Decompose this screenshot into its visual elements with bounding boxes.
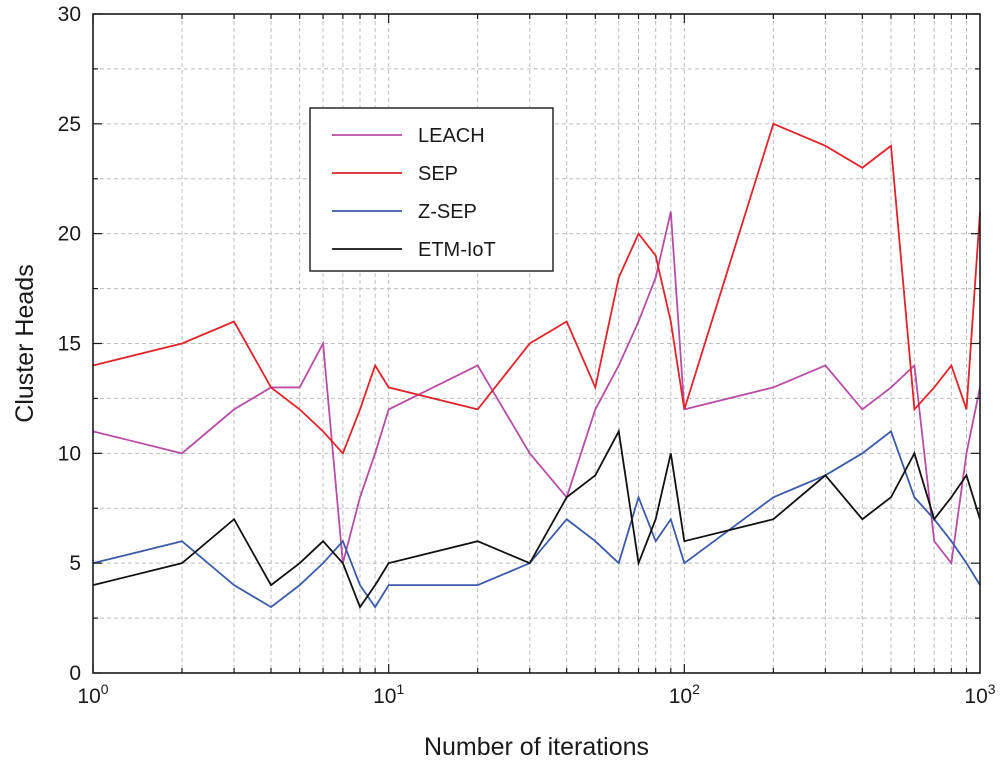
series-line-leach [92,211,981,566]
series-line-sep [92,122,981,456]
y-tick-label: 0 [69,662,81,685]
legend: LEACH SEP Z-SEP ETM-IoT [309,107,554,272]
series-line-z-sep [92,429,981,609]
y-tick-label: 30 [58,3,81,26]
x-tick-labels: 100 101 102 103 [77,681,995,708]
grid [93,14,980,673]
legend-label-etm-iot: ETM-IoT [418,239,496,261]
y-tick-label: 5 [69,552,81,575]
y-tick-label: 10 [58,442,81,465]
y-tick-label: 20 [58,223,81,246]
x-axis-title: Number of iterations [424,733,649,761]
x-tick-label: 101 [373,681,404,708]
tick-marks [92,13,980,674]
x-tick-label: 100 [77,681,108,708]
legend-label-leach: LEACH [418,125,485,147]
legend-label-z-sep: Z-SEP [418,201,477,223]
y-tick-label: 15 [58,333,81,356]
series-line-etm-iot [92,428,981,610]
series-layer [92,122,981,610]
x-tick-label: 102 [669,681,700,708]
legend-label-sep: SEP [418,163,458,185]
y-tick-labels: 0 5 10 15 20 25 30 [58,3,81,685]
y-tick-label: 25 [58,113,81,136]
y-axis-title: Cluster Heads [11,264,39,422]
x-tick-label: 103 [964,681,995,708]
